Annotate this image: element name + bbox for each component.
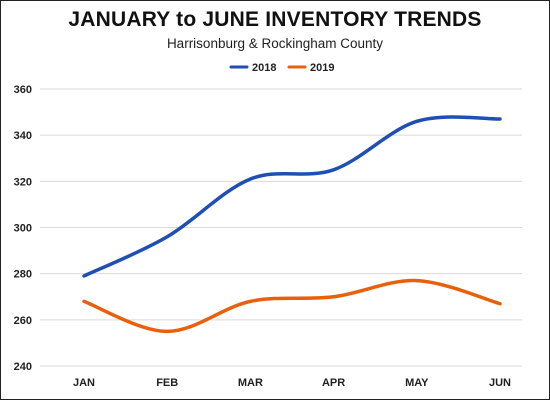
y-tick-label: 340 [14,130,32,142]
x-tick-label: APR [322,377,345,389]
series-line-2018 [82,115,502,278]
chart-subtitle: Harrisonburg & Rockingham County [166,36,384,51]
data-point-2019-JAN [83,300,86,303]
y-tick-label: 280 [14,269,32,281]
data-point-2019-FEB [166,330,169,333]
legend: 2018 2019 [229,62,334,74]
series-line-2019 [82,278,502,334]
x-tick-label: FEB [156,377,178,389]
data-point-2018-JAN [83,274,86,277]
data-point-2018-APR [332,168,335,171]
data-point-2019-MAY [415,279,418,282]
data-point-2019-APR [332,295,335,298]
legend-label-2018: 2018 [252,62,276,74]
y-tick-label: 320 [14,176,32,188]
x-tick-label: MAY [405,377,429,389]
data-point-2019-JUN [499,302,502,305]
data-point-2018-MAR [249,178,252,181]
series-lines [82,115,502,334]
y-tick-label: 360 [14,84,32,96]
y-tick-label: 240 [14,361,32,373]
x-tick-label: JUN [489,377,511,389]
y-axis-ticks: 240 260 280 300 320 340 360 [14,84,32,373]
data-point-2018-JUN [499,118,502,121]
data-point-2018-MAY [415,120,418,123]
chart-title: JANUARY to JUNE INVENTORY TRENDS [68,8,482,31]
y-tick-label: 260 [14,315,32,327]
data-point-2018-FEB [166,235,169,238]
x-tick-label: MAR [238,377,263,389]
x-tick-label: JAN [73,377,95,389]
gridlines [40,88,522,367]
legend-label-2019: 2019 [310,62,334,74]
data-point-2019-MAR [249,300,252,303]
y-tick-label: 300 [14,223,32,235]
x-axis-ticks: JAN FEB MAR APR MAY JUN [73,377,511,389]
